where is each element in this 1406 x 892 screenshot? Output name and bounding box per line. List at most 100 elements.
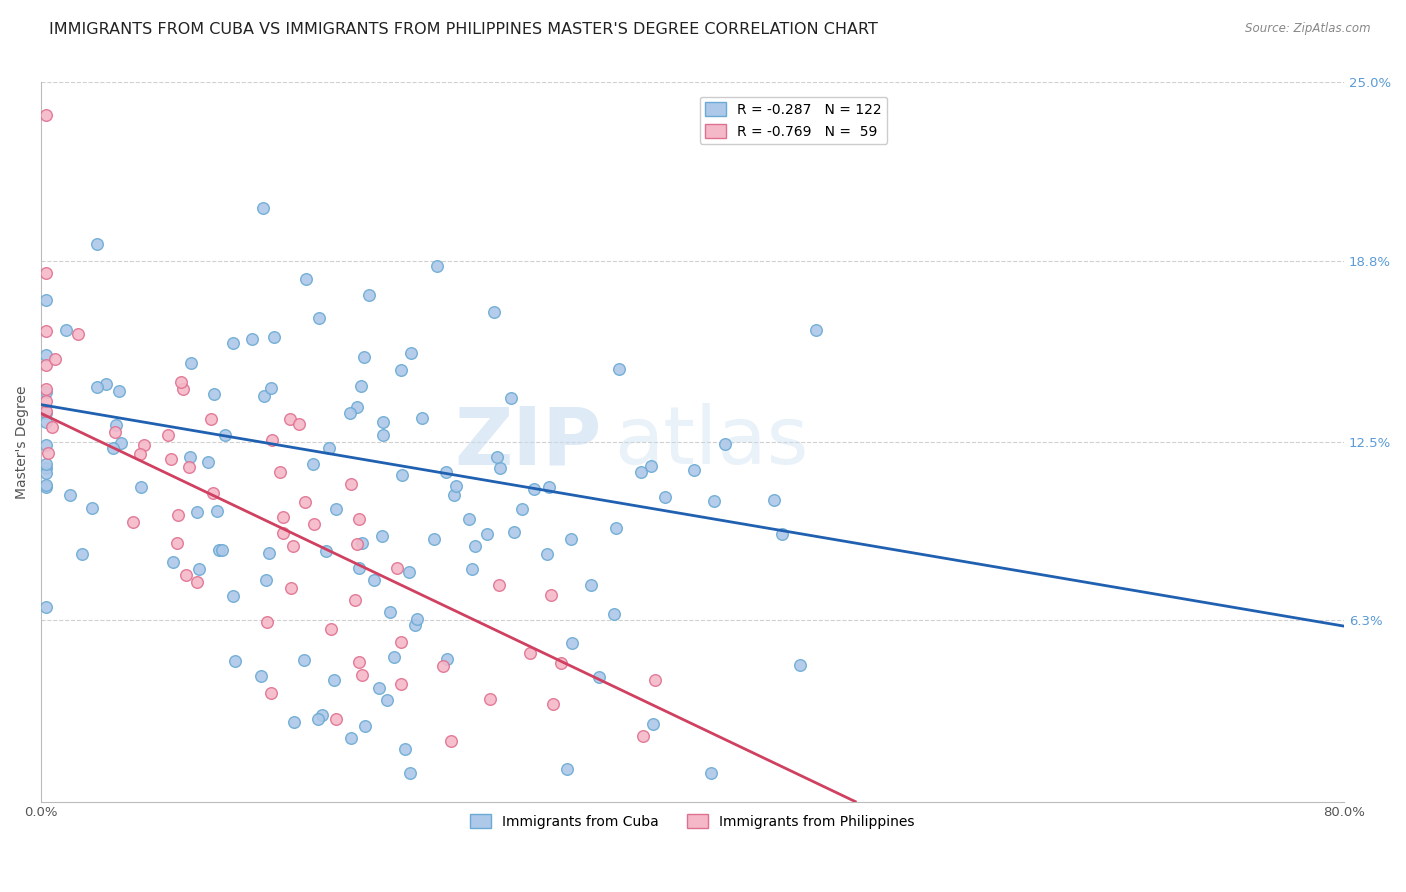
Point	[699, 765, 721, 780]
Point	[105, 418, 128, 433]
Point	[321, 622, 343, 636]
Point	[703, 494, 725, 508]
Point	[352, 668, 374, 682]
Point	[252, 201, 274, 215]
Point	[222, 589, 245, 603]
Point	[363, 573, 385, 587]
Point	[34, 480, 56, 494]
Point	[104, 425, 127, 439]
Point	[371, 427, 394, 442]
Point	[308, 311, 330, 326]
Point	[536, 547, 558, 561]
Point	[340, 477, 363, 491]
Point	[560, 533, 582, 547]
Point	[502, 524, 524, 539]
Point	[540, 588, 562, 602]
Text: IMMIGRANTS FROM CUBA VS IMMIGRANTS FROM PHILIPPINES MASTER'S DEGREE CORRELATION : IMMIGRANTS FROM CUBA VS IMMIGRANTS FROM …	[49, 22, 879, 37]
Point	[202, 387, 225, 401]
Point	[180, 356, 202, 370]
Point	[294, 495, 316, 509]
Point	[588, 670, 610, 684]
Point	[488, 460, 510, 475]
Point	[347, 512, 370, 526]
Point	[770, 526, 793, 541]
Point	[579, 578, 602, 592]
Point	[96, 377, 118, 392]
Point	[475, 527, 498, 541]
Point	[654, 490, 676, 504]
Point	[354, 719, 377, 733]
Point	[537, 480, 560, 494]
Point	[70, 547, 93, 561]
Point	[34, 358, 56, 372]
Point	[436, 652, 458, 666]
Point	[389, 363, 412, 377]
Point	[605, 521, 627, 535]
Point	[683, 463, 706, 477]
Point	[294, 271, 316, 285]
Point	[252, 389, 274, 403]
Point	[134, 438, 156, 452]
Point	[257, 546, 280, 560]
Point	[172, 382, 194, 396]
Point	[399, 765, 422, 780]
Point	[603, 607, 626, 621]
Point	[211, 543, 233, 558]
Point	[644, 673, 666, 687]
Point	[411, 410, 433, 425]
Text: atlas: atlas	[614, 403, 808, 481]
Point	[86, 380, 108, 394]
Point	[44, 352, 66, 367]
Point	[260, 686, 283, 700]
Y-axis label: Master's Degree: Master's Degree	[15, 385, 30, 499]
Point	[122, 515, 145, 529]
Point	[346, 536, 368, 550]
Point	[398, 565, 420, 579]
Point	[260, 381, 283, 395]
Point	[294, 653, 316, 667]
Point	[311, 708, 333, 723]
Text: ZIP: ZIP	[454, 403, 602, 481]
Point	[434, 465, 457, 479]
Point	[630, 465, 652, 479]
Point	[59, 488, 82, 502]
Point	[714, 437, 737, 451]
Point	[34, 293, 56, 308]
Point	[37, 446, 59, 460]
Point	[278, 411, 301, 425]
Point	[34, 438, 56, 452]
Point	[34, 108, 56, 122]
Point	[318, 441, 340, 455]
Point	[188, 562, 211, 576]
Point	[34, 348, 56, 362]
Point	[371, 415, 394, 429]
Point	[201, 486, 224, 500]
Point	[222, 336, 245, 351]
Point	[607, 362, 630, 376]
Point	[34, 478, 56, 492]
Point	[281, 540, 304, 554]
Point	[323, 673, 346, 687]
Point	[357, 288, 380, 302]
Point	[34, 404, 56, 418]
Point	[385, 561, 408, 575]
Point	[461, 562, 484, 576]
Point	[249, 669, 271, 683]
Point	[34, 385, 56, 400]
Point	[561, 636, 583, 650]
Point	[806, 323, 828, 337]
Point	[347, 655, 370, 669]
Point	[263, 330, 285, 344]
Point	[406, 612, 429, 626]
Point	[86, 237, 108, 252]
Point	[499, 392, 522, 406]
Point	[167, 508, 190, 522]
Point	[401, 345, 423, 359]
Point	[353, 350, 375, 364]
Point	[128, 447, 150, 461]
Point	[101, 441, 124, 455]
Point	[382, 649, 405, 664]
Point	[519, 646, 541, 660]
Point	[34, 382, 56, 396]
Point	[510, 502, 533, 516]
